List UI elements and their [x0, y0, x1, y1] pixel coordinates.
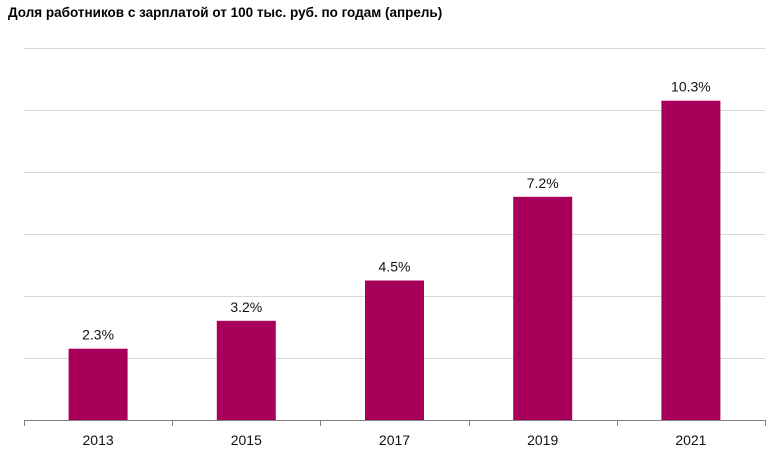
x-tick-label: 2015	[231, 432, 262, 448]
chart-title: Доля работников с зарплатой от 100 тыс. …	[8, 5, 443, 20]
data-label: 2.3%	[82, 327, 114, 343]
data-label: 3.2%	[230, 299, 262, 315]
data-label: 7.2%	[527, 175, 559, 191]
bars	[68, 100, 721, 420]
bar-2013	[68, 348, 128, 420]
x-tick-label: 2017	[379, 432, 410, 448]
data-label: 10.3%	[671, 79, 711, 95]
bar-2017	[365, 280, 424, 420]
x-tick-label: 2021	[675, 432, 706, 448]
data-label: 4.5%	[379, 259, 411, 275]
bar-2021	[661, 100, 721, 420]
x-axis: 2013 2015 2017 2019 2021	[24, 420, 766, 448]
data-labels: 2.3% 3.2% 4.5% 7.2% 10.3%	[82, 79, 711, 343]
bar-2015	[216, 320, 276, 420]
x-tick-label: 2013	[83, 432, 114, 448]
x-tick-label: 2019	[527, 432, 558, 448]
bar-2019	[513, 196, 573, 420]
